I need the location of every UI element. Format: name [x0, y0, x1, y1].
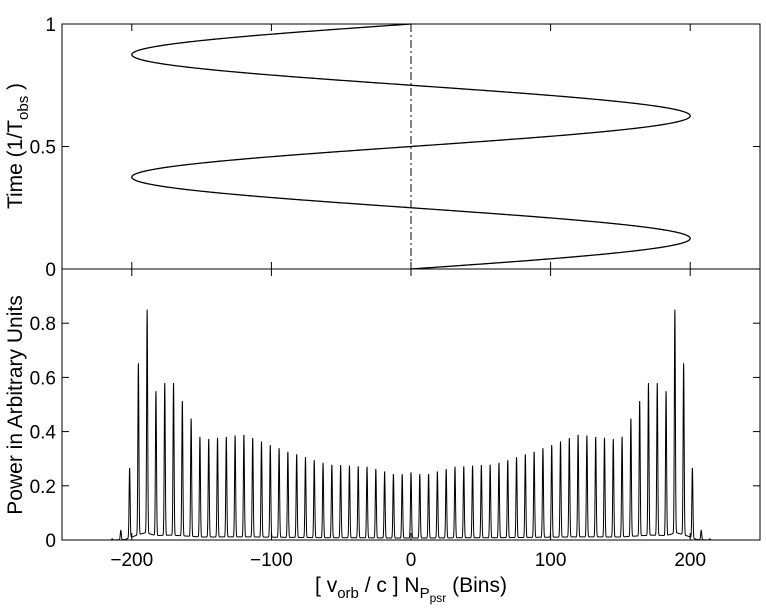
bottom-x-tick-label: −200	[110, 550, 153, 571]
bottom-y-tick-label: 0.4	[30, 423, 57, 444]
bottom-y-tick-label: 0	[45, 531, 56, 552]
bottom-x-tick-label: 200	[674, 550, 706, 571]
bottom-y-axis-label: Power in Arbitrary Units	[4, 295, 27, 514]
bottom-y-tick-label: 0.6	[30, 368, 56, 389]
bottom-x-tick-label: 100	[535, 550, 567, 571]
bottom-y-tick-label: 0.8	[30, 314, 56, 335]
power-spectrum-line	[62, 309, 760, 541]
bottom-plot-frame	[61, 268, 761, 541]
top-y-tick-label: 1	[45, 15, 56, 36]
x-axis-label: [ vorb / c ] NPpsr (Bins)	[315, 574, 507, 605]
top-y-tick-label: 0.5	[30, 138, 56, 159]
bottom-x-tick-label: −100	[250, 550, 293, 571]
bottom-y-tick-label: 0.2	[30, 477, 56, 498]
top-y-axis-label: Time (1/Tobs )	[4, 83, 32, 209]
bottom-panel: 0 0.2 0.4 0.6 0.8 −200 −100 0 100 200 Power in A…	[4, 268, 761, 605]
orbit-time-curve	[131, 23, 691, 270]
top-panel: 0 0.5 1 Time (1/Tobs )	[4, 15, 761, 281]
top-y-tick-label: 0	[45, 260, 56, 281]
bottom-x-tick-label: 0	[406, 550, 417, 571]
